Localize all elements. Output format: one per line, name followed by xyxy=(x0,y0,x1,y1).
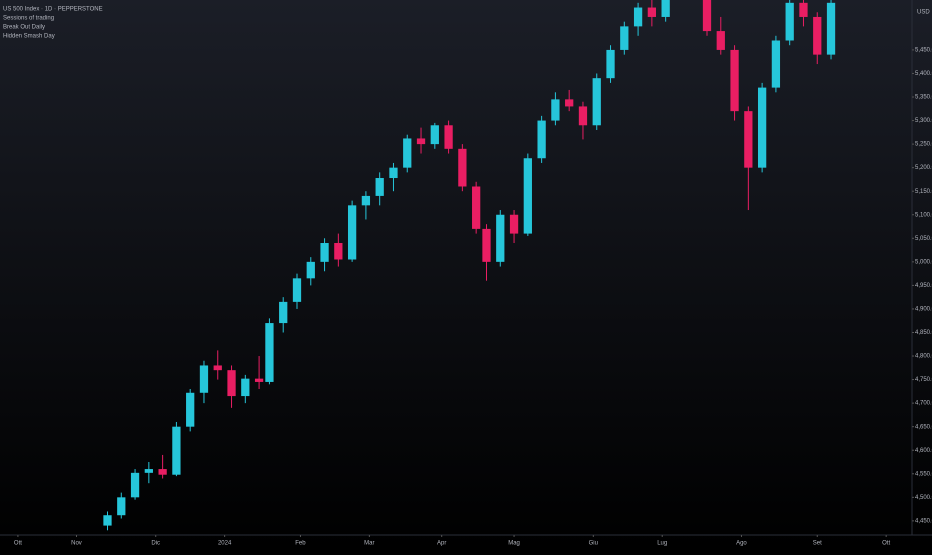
y-tick-label: 4,900.0 xyxy=(915,307,932,313)
candle-body xyxy=(730,49,739,112)
candle-body xyxy=(430,125,439,145)
candle-body xyxy=(647,7,657,17)
y-tick-label: 5,250.0 xyxy=(915,142,932,148)
candle-body xyxy=(458,148,467,187)
candle-body xyxy=(592,78,601,126)
candle-body xyxy=(757,87,767,168)
candle-body xyxy=(172,426,181,475)
candle-body xyxy=(606,49,615,79)
candle-body xyxy=(716,31,725,50)
x-tick-label: Apr xyxy=(437,541,446,547)
x-tick-label: Lug xyxy=(657,541,667,547)
currency-label: USD xyxy=(917,10,930,16)
candle-body xyxy=(633,7,643,27)
y-tick-label: 4,600.0 xyxy=(915,448,932,454)
y-tick-label: 5,050.0 xyxy=(915,236,932,242)
y-tick-label: 4,650.0 xyxy=(915,424,932,430)
candle-body xyxy=(227,370,236,397)
y-tick-label: 4,950.0 xyxy=(915,283,932,289)
candle-body xyxy=(661,0,670,17)
candle-body xyxy=(279,301,288,324)
y-tick-label: 5,400.0 xyxy=(915,71,932,77)
candle-body xyxy=(785,2,794,41)
x-tick-label: Giu xyxy=(589,541,598,547)
y-tick-label: 5,000.0 xyxy=(915,259,932,265)
y-tick-label: 5,450.0 xyxy=(915,47,932,53)
candle-body xyxy=(444,125,453,149)
candle-body xyxy=(509,214,519,234)
candle-body xyxy=(537,120,546,159)
candle-body xyxy=(158,469,167,475)
candle-body xyxy=(347,205,357,260)
candle-body xyxy=(565,99,574,107)
y-tick-label: 5,300.0 xyxy=(915,118,932,124)
y-tick-label: 5,350.0 xyxy=(915,95,932,101)
candle-body xyxy=(551,99,560,121)
candle-body xyxy=(523,158,532,234)
indicator-label: Hidden Smash Day xyxy=(3,34,55,40)
candle-body xyxy=(361,195,371,206)
y-tick-label: 4,800.0 xyxy=(915,354,932,360)
x-tick-label: Dic xyxy=(151,541,160,547)
candle-body xyxy=(826,2,836,55)
candle-body xyxy=(186,392,195,427)
candle-body xyxy=(389,167,398,179)
candle-body xyxy=(130,472,140,498)
x-tick-label: Ott xyxy=(882,541,890,547)
candle-body xyxy=(813,16,822,55)
candle-body xyxy=(306,261,315,279)
x-tick-label: Ott xyxy=(14,541,22,547)
x-tick-label: Ago xyxy=(736,541,747,547)
candle-body xyxy=(620,26,629,50)
x-tick-label: Mar xyxy=(364,541,374,547)
candle-body xyxy=(578,106,588,126)
y-tick-label: 4,550.0 xyxy=(915,471,932,477)
candle-body xyxy=(799,2,808,17)
candle-body xyxy=(496,214,505,262)
candle-body xyxy=(144,469,153,473)
candle-body xyxy=(702,0,712,32)
candle-body xyxy=(292,278,302,302)
y-tick-label: 4,850.0 xyxy=(915,330,932,336)
candle-body xyxy=(334,243,343,260)
candle-body xyxy=(403,138,412,168)
x-tick-label: Nov xyxy=(71,541,82,547)
candle-body xyxy=(320,243,329,262)
y-tick-label: 5,200.0 xyxy=(915,165,932,171)
candle-body xyxy=(199,365,209,393)
y-tick-label: 4,500.0 xyxy=(915,495,932,501)
candle-body xyxy=(416,138,426,145)
candle-body xyxy=(213,365,222,371)
candle-body xyxy=(117,497,126,516)
candle-body xyxy=(482,228,491,262)
candle-body xyxy=(103,515,112,526)
x-tick-label: 2024 xyxy=(218,541,232,547)
candle-body xyxy=(771,40,781,88)
indicator-label: Sessions of trading xyxy=(3,16,54,22)
candle-body xyxy=(744,111,753,168)
y-tick-label: 5,150.0 xyxy=(915,189,932,195)
candle-body xyxy=(265,323,274,382)
candle-body xyxy=(375,178,384,196)
candle-body xyxy=(254,378,264,382)
candle-body xyxy=(472,186,481,229)
y-tick-label: 4,750.0 xyxy=(915,377,932,383)
y-tick-label: 4,450.0 xyxy=(915,518,932,524)
y-tick-label: 5,100.0 xyxy=(915,212,932,218)
x-tick-label: Set xyxy=(813,541,822,547)
candle-body xyxy=(241,378,250,397)
chart-title: US 500 Index · 1D · PEPPERSTONE xyxy=(3,7,103,13)
x-tick-label: Feb xyxy=(295,541,306,547)
y-tick-label: 4,700.0 xyxy=(915,401,932,407)
indicator-label: Break Out Daily xyxy=(3,25,45,31)
x-tick-label: Mag xyxy=(508,541,520,547)
